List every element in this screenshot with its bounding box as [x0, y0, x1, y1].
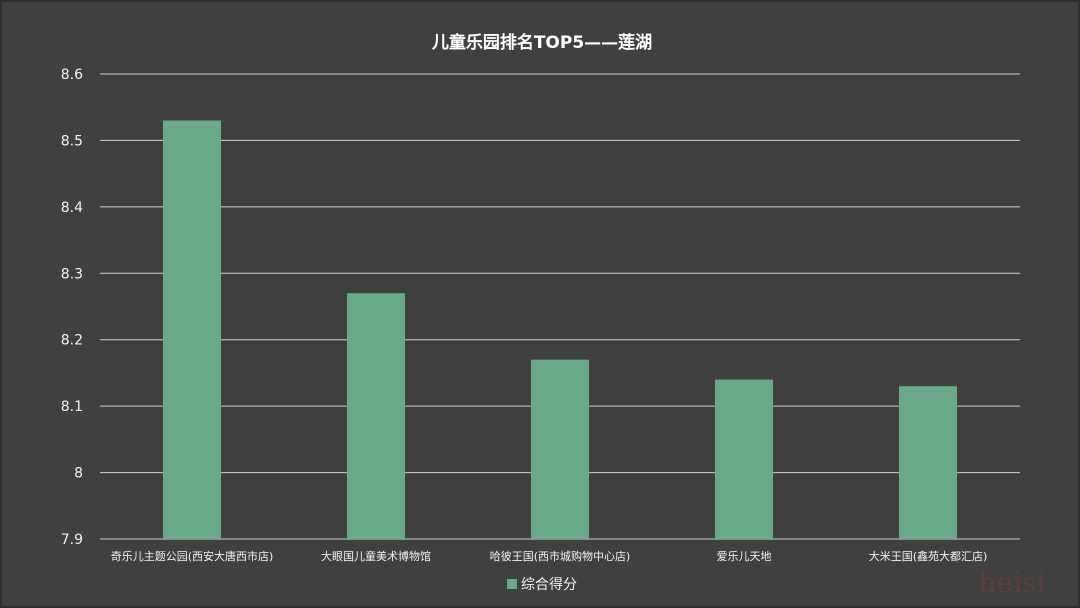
watermark-logo: heisi — [979, 566, 1046, 599]
x-category-label: 哈彼王国(西市城购物中心店) — [490, 549, 631, 563]
legend: 综合得分 — [507, 576, 577, 593]
bar — [347, 293, 405, 539]
y-tick-label: 8.6 — [61, 67, 83, 83]
legend-label: 综合得分 — [521, 576, 577, 593]
y-axis-ticks: 7.9 8 8.1 8.2 8.3 8.4 8.5 8.6 — [61, 67, 83, 548]
bars — [163, 120, 957, 539]
bar — [163, 120, 221, 539]
y-tick-label: 8.4 — [61, 200, 83, 216]
y-tick-label: 8.1 — [61, 399, 83, 415]
y-tick-label: 8 — [74, 466, 83, 482]
legend-swatch — [507, 579, 517, 589]
y-tick-label: 7.9 — [61, 532, 83, 548]
x-category-label: 大眼国儿童美术博物馆 — [321, 549, 431, 563]
chart-title: 儿童乐园排名TOP5——莲湖 — [431, 32, 652, 53]
x-category-label: 大米王国(鑫苑大都汇店) — [869, 549, 988, 563]
y-tick-label: 8.2 — [61, 333, 83, 349]
bar — [715, 379, 773, 539]
y-tick-label: 8.3 — [61, 266, 83, 282]
x-category-label: 爱乐儿天地 — [717, 550, 772, 563]
bar — [899, 386, 957, 539]
x-category-label: 奇乐儿主题公园(西安大唐西市店) — [111, 549, 274, 563]
x-axis-labels: 奇乐儿主题公园(西安大唐西市店) 大眼国儿童美术博物馆 哈彼王国(西市城购物中心店)… — [111, 549, 988, 563]
bar — [531, 359, 589, 539]
y-tick-label: 8.5 — [61, 133, 83, 149]
